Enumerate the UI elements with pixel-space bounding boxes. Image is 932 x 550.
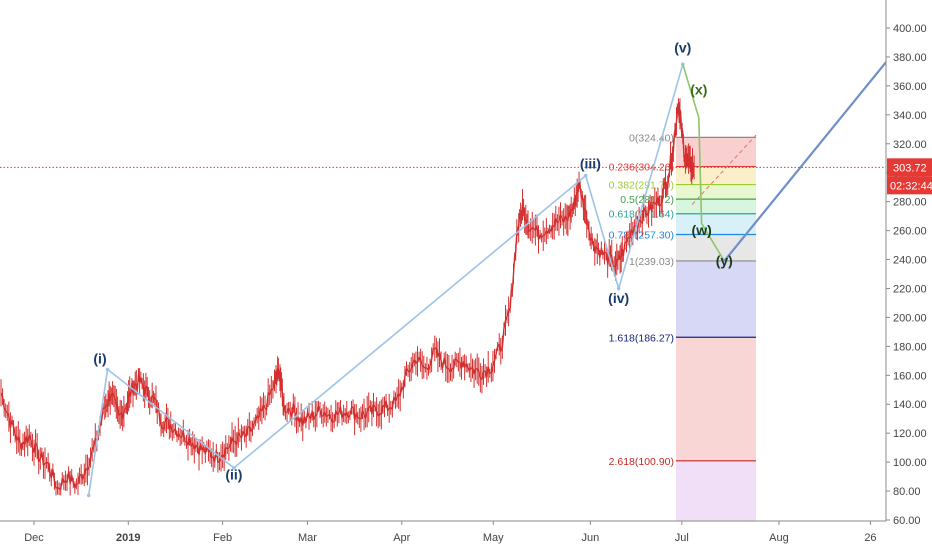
time-tick-label: Feb — [213, 532, 232, 544]
fib-level-label: 1(239.03) — [629, 256, 674, 268]
time-tick-label: Apr — [393, 532, 410, 544]
price-axis[interactable]: 400.00380.00360.00340.00320.00300.00280.… — [885, 0, 932, 550]
price-tick-label: 260.00 — [893, 226, 927, 238]
price-tick-label: 320.00 — [893, 139, 927, 151]
price-tick-label: 60.00 — [893, 515, 921, 527]
current-price-badge — [887, 158, 932, 177]
wave-point[interactable] — [583, 173, 588, 178]
fib-band — [676, 260, 756, 338]
fibonacci-retracement[interactable]: 0(324.40)0.236(304.26)0.382(291.79)0.5(2… — [609, 132, 757, 522]
price-tick-label: 360.00 — [893, 81, 927, 93]
time-tick-label: Mar — [298, 532, 317, 544]
fib-trend-line[interactable] — [691, 134, 757, 205]
countdown-badge — [887, 176, 932, 195]
fib-band — [676, 166, 756, 185]
time-axis[interactable]: Dec 2019 Feb Mar Apr May Jun Jul Aug 26 — [0, 520, 886, 550]
time-tick-label: May — [483, 532, 504, 544]
countdown-value: 02:32:44 — [890, 180, 932, 192]
fib-level-label: 0.5(281.72) — [620, 194, 674, 206]
corrective-wave-line[interactable] — [682, 63, 725, 262]
wave-labels: (i) (ii) (iii) (iv) (v) (x) (w)(y) — [93, 40, 732, 483]
wave-point[interactable] — [232, 466, 236, 470]
price-tick-label: 120.00 — [893, 428, 927, 440]
wave-label: (iv) — [608, 290, 629, 306]
price-tick-label: 140.00 — [893, 399, 927, 411]
price-tick-label: 80.00 — [893, 486, 921, 498]
time-axis-bg — [0, 521, 886, 550]
price-tick-label: 220.00 — [893, 283, 927, 295]
fib-level-label: 1.618(186.27) — [609, 332, 674, 344]
fib-level-label: 0.786(257.30) — [609, 229, 674, 241]
price-tick-label: 180.00 — [893, 341, 927, 353]
price-tick-label: 200.00 — [893, 312, 927, 324]
price-tick-label: 240.00 — [893, 255, 927, 267]
time-tick-label: Aug — [769, 532, 789, 544]
time-tick-label: Dec — [24, 532, 44, 544]
wave-label: (ii) — [225, 466, 242, 482]
fib-band — [676, 337, 756, 461]
wave-label: (x) — [690, 82, 707, 98]
wave-label: (w) — [692, 222, 712, 238]
price-axis-bg — [886, 0, 932, 550]
price-tick-label: 340.00 — [893, 110, 927, 122]
wave-label: (iii) — [580, 155, 601, 171]
price-tick-label: 160.00 — [893, 370, 927, 382]
wave-label: (i) — [93, 351, 106, 367]
price-tick-label: 280.00 — [893, 197, 927, 209]
time-tick-label: 2019 — [116, 532, 140, 544]
impulse-wave-line[interactable] — [87, 63, 684, 496]
wave-label: (y) — [716, 252, 733, 268]
wave-label: (v) — [674, 40, 691, 56]
time-tick-label: Jul — [675, 532, 689, 544]
projection-arrow-line[interactable] — [723, 38, 906, 262]
fib-band — [676, 184, 756, 200]
time-tick-label: Jun — [581, 532, 599, 544]
fib-band — [676, 213, 756, 235]
wave-point[interactable] — [105, 367, 110, 372]
price-tick-label: 380.00 — [893, 52, 927, 64]
fib-level-label: 2.618(100.90) — [609, 456, 674, 468]
fib-level-label: 0.618(271.64) — [609, 209, 674, 221]
wave-point[interactable] — [616, 286, 621, 291]
time-tick-label: 26 — [864, 532, 876, 544]
fib-level-label: 0(324.40) — [629, 132, 674, 144]
wave-point[interactable] — [86, 493, 91, 498]
elliott-wave-lines[interactable] — [86, 37, 906, 498]
fib-band — [676, 199, 756, 214]
fib-band — [676, 460, 756, 522]
price-tick-label: 400.00 — [893, 23, 927, 35]
price-tick-label: 100.00 — [893, 457, 927, 469]
current-price-value: 303.72 — [893, 162, 927, 174]
